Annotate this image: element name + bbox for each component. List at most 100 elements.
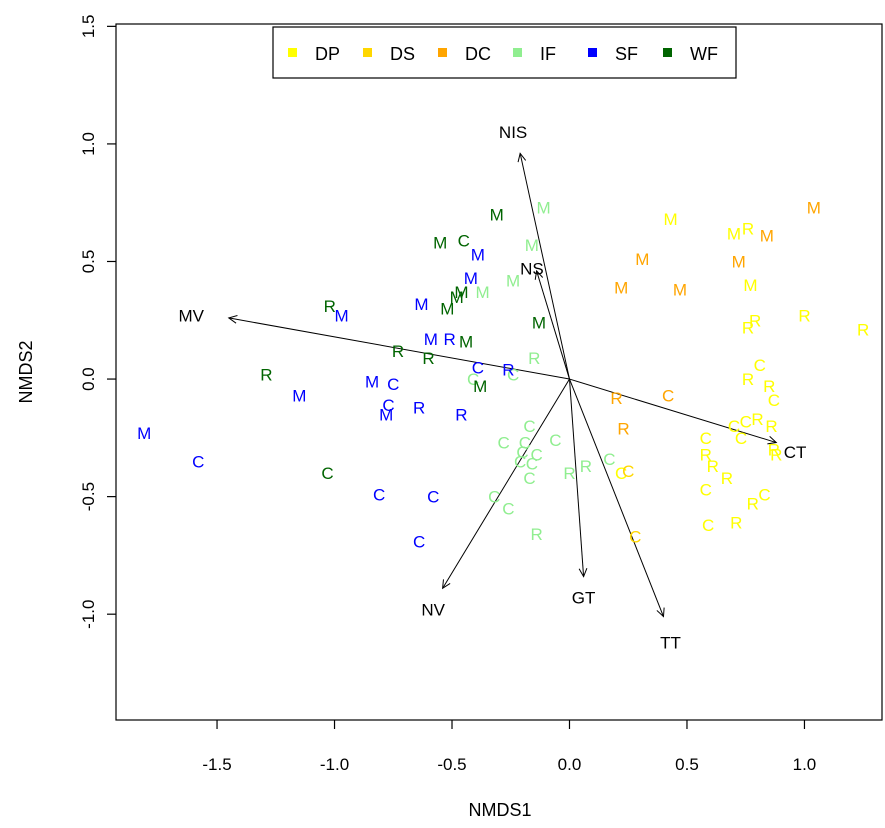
x-tick-label: -0.5 — [437, 755, 466, 774]
vector-nv — [442, 378, 570, 589]
vector-arrowhead — [578, 568, 588, 578]
vector-ns — [536, 270, 570, 380]
point-wf: M — [473, 377, 487, 396]
point-dp: M — [663, 210, 677, 229]
point-dp: C — [700, 429, 712, 448]
legend-swatch-ds — [363, 48, 372, 57]
point-if: M — [506, 271, 520, 290]
point-dp: R — [747, 495, 759, 514]
point-dp: C — [615, 464, 627, 483]
point-wf: C — [321, 464, 333, 483]
vector-mv — [228, 317, 570, 380]
point-if: R — [528, 349, 540, 368]
point-dp: C — [700, 481, 712, 500]
point-wf: M — [450, 288, 464, 307]
point-if: C — [498, 434, 510, 453]
point-dp: R — [798, 307, 810, 326]
point-dp: M — [727, 224, 741, 243]
point-dc: M — [760, 227, 774, 246]
vector-ct — [569, 378, 777, 444]
legend: DP DS DC IF SF WF — [272, 26, 737, 79]
legend-label-if: IF — [540, 44, 556, 64]
vector-label-gt: GT — [572, 589, 596, 608]
point-dp: R — [857, 321, 869, 340]
point-dc: M — [673, 281, 687, 300]
point-dp: R — [765, 417, 777, 436]
point-dp: R — [700, 445, 712, 464]
y-tick-label: 1.0 — [79, 132, 98, 156]
point-dp: C — [758, 485, 770, 504]
x-tick-label: 1.0 — [793, 755, 817, 774]
point-dc: M — [807, 198, 821, 217]
point-if: C — [530, 445, 542, 464]
point-dp: R — [707, 457, 719, 476]
plot-frame — [115, 23, 883, 721]
point-dp: C — [735, 429, 747, 448]
y-axis: -1.0 -0.5 0.0 0.5 1.0 1.5 — [79, 15, 116, 629]
point-if: C — [523, 469, 535, 488]
point-dc: M — [635, 250, 649, 269]
point-sf: M — [379, 405, 393, 424]
vector-layer: NIS NS MV CT NV GT TT — [178, 123, 806, 652]
point-sf: C — [373, 485, 385, 504]
vector-arrowhead — [442, 579, 451, 590]
legend-label-dc: DC — [465, 44, 491, 64]
point-dp: R — [763, 377, 775, 396]
point-dp: R — [742, 318, 754, 337]
point-dp: C — [702, 516, 714, 535]
vector-gt — [568, 379, 585, 577]
point-sf: R — [455, 405, 467, 424]
point-if: C — [514, 452, 526, 471]
point-sf: C — [192, 452, 204, 471]
point-sf: M — [471, 245, 485, 264]
point-wf: M — [454, 283, 468, 302]
vector-arrowhead — [534, 269, 544, 280]
point-dp: C — [740, 412, 752, 431]
legend-label-sf: SF — [615, 44, 638, 64]
point-sf: M — [334, 307, 348, 326]
y-tick-label: 0.0 — [79, 367, 98, 391]
point-sf: M — [424, 330, 438, 349]
point-sf: C — [472, 358, 484, 377]
point-if: C — [603, 450, 615, 469]
vector-arrowhead — [517, 152, 527, 163]
point-dp: R — [721, 469, 733, 488]
point-ds: C — [629, 528, 641, 547]
legend-swatch-sf — [588, 48, 597, 57]
point-wf: M — [433, 234, 447, 253]
legend-swatch-wf — [663, 48, 672, 57]
legend-swatch-if — [513, 48, 522, 57]
vector-label-nv: NV — [421, 600, 445, 619]
point-if: M — [525, 236, 539, 255]
x-tick-label: -1.5 — [202, 755, 231, 774]
x-axis-title: NMDS1 — [468, 800, 531, 820]
point-ds: C — [622, 462, 634, 481]
point-dc: C — [662, 387, 674, 406]
point-if: M — [475, 283, 489, 302]
legend-label-dp: DP — [315, 44, 340, 64]
point-sf: R — [413, 398, 425, 417]
vector-arrowhead — [767, 436, 778, 445]
point-wf: M — [459, 332, 473, 351]
vector-label-tt: TT — [660, 633, 681, 652]
point-if: C — [519, 434, 531, 453]
point-if: R — [563, 464, 575, 483]
point-dp: C — [728, 417, 740, 436]
point-dc: M — [614, 278, 628, 297]
point-if: C — [523, 417, 535, 436]
point-if: M — [537, 198, 551, 217]
legend-box — [272, 26, 737, 79]
point-sf: M — [414, 295, 428, 314]
legend-swatch-dp — [288, 48, 297, 57]
point-if: C — [488, 488, 500, 507]
point-dp: R — [770, 445, 782, 464]
y-tick-label: 0.5 — [79, 250, 98, 274]
point-if: C — [526, 455, 538, 474]
point-if: C — [549, 431, 561, 450]
y-axis-title: NMDS2 — [16, 340, 36, 403]
point-sf: M — [137, 424, 151, 443]
y-tick-label: -1.0 — [79, 600, 98, 629]
point-if: C — [507, 365, 519, 384]
